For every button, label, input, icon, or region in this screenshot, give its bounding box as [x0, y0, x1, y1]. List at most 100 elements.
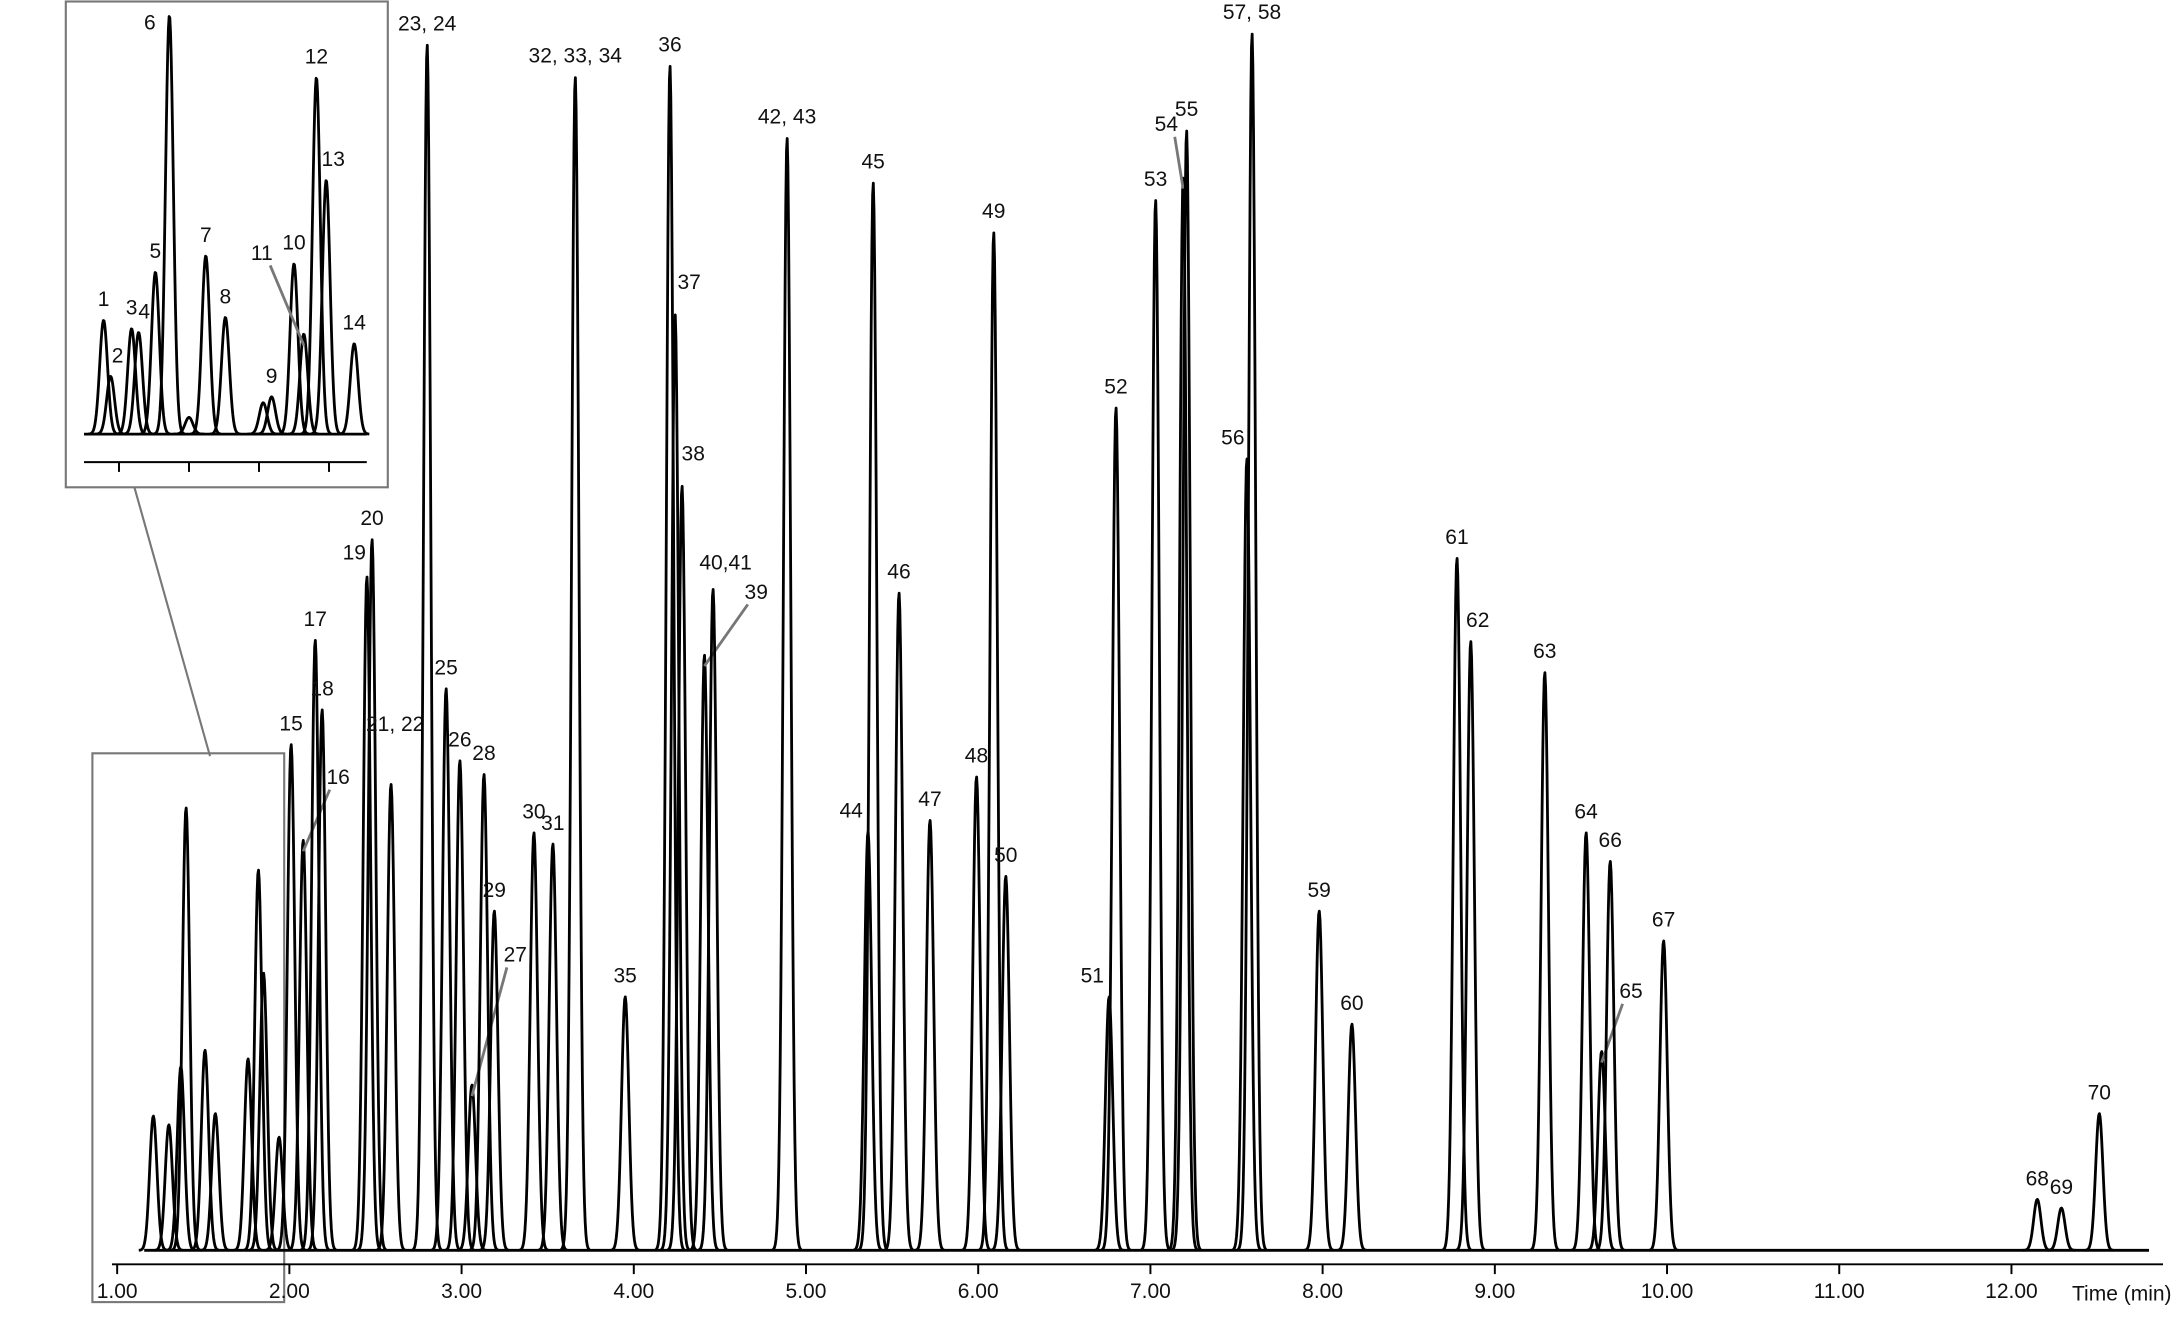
- zoom-region: [91, 752, 286, 1304]
- peak: [1336, 1022, 1367, 1252]
- peak: [115, 327, 148, 436]
- peak: [309, 179, 343, 436]
- peak-label: 44: [840, 799, 864, 822]
- peak: [883, 591, 914, 1252]
- peak: [771, 137, 803, 1252]
- peak-label: 12: [305, 45, 328, 68]
- peak-label: 40,41: [699, 551, 752, 574]
- peak-label: 53: [1144, 168, 1167, 191]
- peak: [430, 687, 461, 1252]
- x-tick-label: 3.00: [441, 1280, 482, 1303]
- peak-label: 11: [251, 242, 273, 265]
- peak: [248, 971, 279, 1252]
- peak: [200, 1112, 231, 1252]
- peak: [189, 254, 222, 436]
- peak: [1648, 939, 1679, 1252]
- peak-label: 17: [304, 608, 327, 631]
- x-axis-label: Time (min): [2072, 1283, 2172, 1306]
- peak: [300, 76, 333, 436]
- peak-label: 10: [282, 232, 305, 255]
- peak: [1171, 129, 1202, 1252]
- peak-label: 47: [918, 788, 941, 811]
- x-tick-label: 10.00: [1641, 1280, 1694, 1303]
- peak-label: 25: [434, 656, 457, 679]
- peak-label: 67: [1652, 909, 1675, 932]
- peak: [411, 43, 443, 1252]
- peak: [375, 783, 406, 1252]
- peak: [1303, 909, 1335, 1252]
- peak-label: 37: [677, 271, 700, 294]
- peak: [978, 231, 1009, 1252]
- peak-label: 36: [658, 34, 681, 57]
- x-tick-label: 12.00: [1985, 1280, 2038, 1303]
- peak-label: 65: [1619, 980, 1642, 1003]
- peak-label: 45: [861, 150, 884, 173]
- peak: [1140, 199, 1171, 1252]
- peak-label: 15: [279, 712, 302, 735]
- peak-label: 42, 43: [758, 106, 816, 129]
- peak: [2046, 1206, 2077, 1252]
- peak-label: 2: [112, 344, 124, 367]
- peak-label: 51: [1081, 965, 1104, 988]
- peak: [351, 575, 382, 1252]
- peak-label: 30: [522, 801, 545, 824]
- peak: [1586, 1050, 1617, 1252]
- peak: [1236, 32, 1268, 1252]
- peak: [139, 271, 172, 436]
- peak: [1093, 995, 1124, 1252]
- x-tick-label: 6.00: [958, 1280, 999, 1303]
- peak: [1594, 860, 1626, 1252]
- peak-label: 39: [745, 581, 768, 604]
- peak: [209, 316, 242, 436]
- peak: [1231, 457, 1262, 1252]
- peak-label: 62: [1466, 609, 1489, 632]
- peak-label: 63: [1533, 640, 1556, 663]
- peak-label: 55: [1175, 98, 1198, 121]
- peak-label: 5: [150, 240, 162, 263]
- peak-label: 9: [266, 365, 278, 388]
- peak-label: 3: [126, 297, 138, 320]
- peak-label: 35: [614, 965, 637, 988]
- peak: [122, 331, 155, 436]
- peak-label: 16: [326, 766, 349, 789]
- peak-label: 29: [483, 879, 506, 902]
- peak-label: 31: [541, 812, 564, 835]
- peak: [2022, 1197, 2053, 1252]
- peak: [243, 868, 274, 1252]
- peak-label: 66: [1599, 829, 1622, 852]
- peak-label: 28: [472, 742, 495, 765]
- peak-label: 38: [682, 443, 705, 466]
- peak: [654, 65, 686, 1252]
- x-tick-label: 4.00: [613, 1280, 654, 1303]
- leader-line: [268, 264, 306, 346]
- peak-label: 1: [98, 288, 110, 311]
- peak: [1529, 671, 1560, 1252]
- x-tick-label: 2.00: [269, 1280, 310, 1303]
- peak: [961, 775, 992, 1252]
- peak-label: 7: [200, 224, 212, 247]
- x-tick-label: 7.00: [1130, 1280, 1171, 1303]
- peak: [299, 638, 331, 1252]
- peak: [609, 995, 641, 1252]
- peak: [277, 262, 310, 436]
- peak-label: 64: [1574, 801, 1598, 824]
- peak-label: 19: [343, 542, 366, 565]
- peak: [153, 1123, 184, 1252]
- peak-label: 23, 24: [398, 12, 457, 35]
- peak-label: 18: [310, 678, 333, 701]
- peak: [990, 874, 1021, 1252]
- peak-label: 26: [448, 728, 471, 751]
- peak-label: 27: [504, 944, 527, 967]
- x-tick-label: 9.00: [1474, 1280, 1515, 1303]
- peak: [232, 1057, 263, 1252]
- peak-label: 14: [343, 312, 367, 335]
- peak: [263, 1135, 294, 1252]
- peak: [857, 181, 889, 1252]
- peak: [689, 653, 720, 1252]
- peak: [456, 1083, 487, 1252]
- peak-label: 60: [1340, 992, 1363, 1015]
- peak: [1570, 831, 1601, 1252]
- peak: [479, 909, 510, 1252]
- inset-frame: [64, 0, 389, 489]
